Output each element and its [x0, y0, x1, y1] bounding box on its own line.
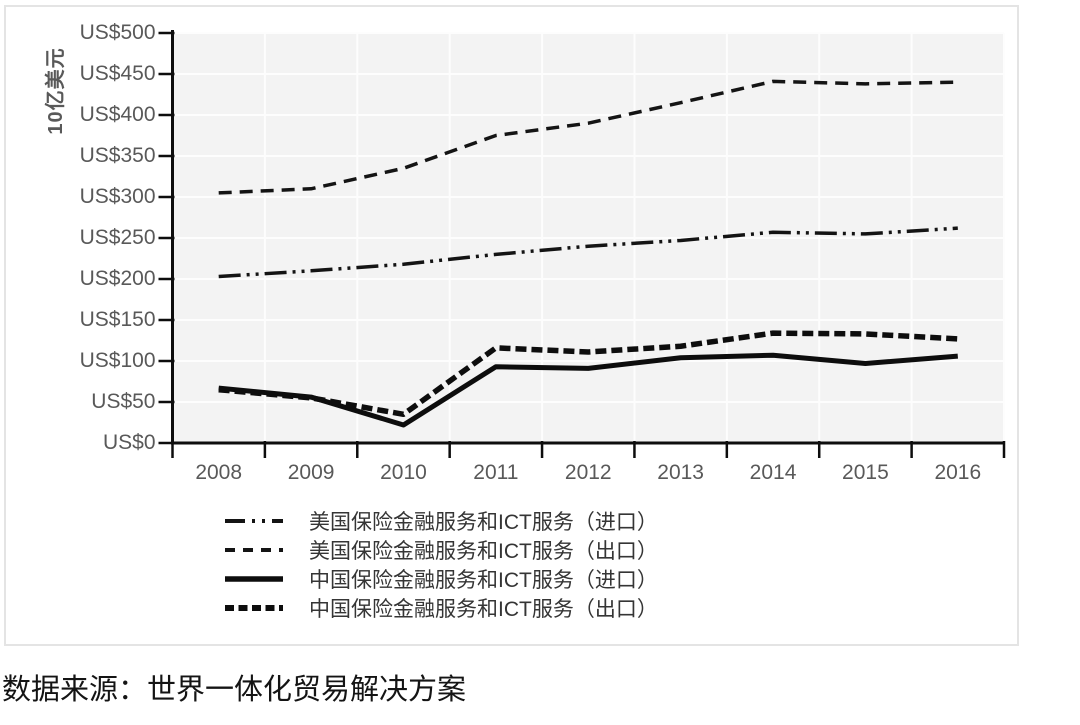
legend-line-swatch [225, 547, 283, 552]
x-axis-tick-label: 2013 [657, 461, 704, 484]
x-axis-tick-label: 2011 [473, 461, 519, 484]
legend-item: 中国保险金融服务和ICT服务（进口） [225, 564, 658, 593]
y-axis-tick-label: US$200 [79, 267, 156, 290]
y-axis-tick-label: US$250 [79, 226, 156, 249]
x-axis-tick-label: 2015 [842, 461, 889, 484]
series-line [218, 352, 959, 428]
legend-line-swatch [225, 518, 283, 523]
legend-label: 美国保险金融服务和ICT服务（出口） [309, 539, 658, 563]
legend-label: 中国保险金融服务和ICT服务（进口） [309, 568, 658, 592]
x-axis-tick-label: 2008 [195, 461, 243, 484]
legend-label: 美国保险金融服务和ICT服务（进口） [309, 510, 658, 534]
legend-label: 中国保险金融服务和ICT服务（出口） [309, 597, 658, 621]
source-caption: 数据来源：世界一体化贸易解决方案 [2, 674, 467, 706]
y-axis-tick-label: US$400 [79, 103, 156, 126]
series-line [218, 330, 958, 418]
y-axis-tick-label: US$450 [79, 62, 156, 85]
y-axis-tick-label: US$100 [79, 349, 156, 372]
y-axis-tick-label: US$50 [91, 390, 156, 413]
x-axis-tick-label: 2016 [934, 461, 982, 484]
y-axis-tick-label: US$500 [79, 21, 156, 44]
y-axis-tick-label: US$0 [102, 431, 156, 454]
y-axis-tick-label: US$350 [79, 144, 156, 167]
series-line [218, 226, 958, 279]
y-axis-tick-label: US$150 [79, 308, 156, 331]
legend-item: 美国保险金融服务和ICT服务（出口） [225, 535, 658, 564]
legend-line-swatch [225, 575, 283, 582]
series-line [218, 79, 958, 195]
y-axis-tick-label: US$300 [79, 185, 156, 208]
x-axis-tick-label: 2014 [749, 461, 797, 484]
legend-item: 中国保险金融服务和ICT服务（出口） [225, 593, 658, 622]
x-axis-tick-label: 2009 [287, 461, 335, 484]
chart-legend: 美国保险金融服务和ICT服务（进口） 美国保险金融服务和ICT服务（出口） 中国保险… [225, 506, 658, 622]
x-axis-tick-label: 2012 [564, 461, 612, 484]
legend-item: 美国保险金融服务和ICT服务（进口） [225, 506, 658, 535]
legend-line-swatch [225, 604, 283, 611]
x-axis-tick-label: 2010 [380, 461, 427, 484]
